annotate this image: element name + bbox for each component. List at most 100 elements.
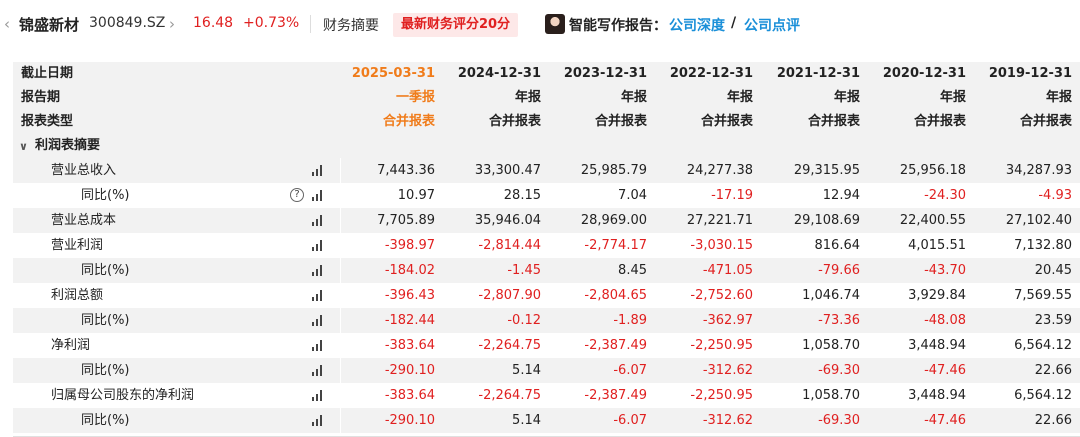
author-avatar	[545, 14, 565, 34]
table-cell: 1,058.70	[802, 338, 860, 353]
table-cell: 22.66	[1034, 413, 1072, 428]
company-deep-link[interactable]: 公司深度	[669, 18, 725, 34]
column-divider	[340, 383, 341, 408]
chevron-down-icon[interactable]: ∨	[19, 140, 28, 153]
bar-chart-icon[interactable]	[312, 165, 324, 176]
bar-chart-icon[interactable]	[312, 190, 324, 201]
table-cell: -1.89	[613, 313, 647, 328]
table-row: 同比(%) -290.10 5.14 -6.07 -312.62 -69.30 -47.46…	[13, 408, 1080, 433]
bar-chart-icon[interactable]	[312, 315, 324, 326]
bar-chart-icon[interactable]	[312, 240, 324, 251]
column-header: 2019-12-31	[988, 66, 1072, 81]
table-cell: -2,250.95	[690, 388, 753, 403]
table-cell: 10.97	[397, 188, 435, 203]
table-cell: 33,300.47	[474, 163, 541, 178]
table-cell: -2,774.17	[584, 238, 647, 253]
table-cell: 4,015.51	[908, 238, 966, 253]
help-icon[interactable]: ?	[290, 188, 304, 202]
table-cell: -4.93	[1038, 188, 1072, 203]
table-cell: -362.97	[702, 313, 753, 328]
bar-chart-icon[interactable]	[312, 340, 324, 351]
table-cell: -24.30	[924, 188, 966, 203]
row-label: 净利润	[51, 338, 91, 353]
bar-chart-icon[interactable]	[312, 265, 324, 276]
table-row: 同比(%) -182.44 -0.12 -1.89 -362.97 -73.36 -48.0…	[13, 308, 1080, 333]
row-label: 同比(%)	[81, 413, 130, 428]
table-cell: 27,102.40	[1005, 213, 1072, 228]
table-row: 营业总收入 7,443.36 33,300.47 25,985.79 24,277.38…	[13, 158, 1080, 183]
table-cell: 6,564.12	[1014, 388, 1072, 403]
table-cell: -6.07	[613, 363, 647, 378]
table-cell: -6.07	[613, 413, 647, 428]
table-cell: -2,814.44	[478, 238, 541, 253]
table-cell: -69.30	[818, 413, 860, 428]
table-cell: 5.14	[512, 413, 541, 428]
table-cell: 22,400.55	[899, 213, 966, 228]
table-row: 同比(%) -184.02 -1.45 8.45 -471.05 -79.66 -43.70…	[13, 258, 1080, 283]
table-cell: -184.02	[384, 263, 435, 278]
table-cell: -383.64	[384, 388, 435, 403]
bar-chart-icon[interactable]	[312, 290, 324, 301]
column-header: 合并报表	[382, 114, 435, 129]
column-divider	[340, 258, 341, 283]
table-cell: -73.36	[818, 313, 860, 328]
table-header-row: 截止日期 2025-03-31 2024-12-31 2023-12-31 2022-1…	[13, 62, 1080, 86]
chevron-left-icon[interactable]: ‹	[4, 15, 10, 33]
table-cell: -43.70	[924, 263, 966, 278]
divider	[310, 15, 311, 33]
column-header: 2024-12-31	[457, 66, 541, 81]
company-comment-link[interactable]: 公司点评	[744, 18, 800, 34]
chevron-right-icon[interactable]: ›	[169, 15, 175, 33]
section-row: ∨ 利润表摘要	[13, 134, 1080, 158]
table-cell: 23.59	[1034, 313, 1072, 328]
column-header: 合并报表	[594, 114, 647, 129]
column-header: 2022-12-31	[669, 66, 753, 81]
table-cell: 29,108.69	[793, 213, 860, 228]
column-header: 合并报表	[807, 114, 860, 129]
section-label: 利润表摘要	[35, 138, 101, 153]
table-row: 归属母公司股东的净利润 -383.64 -2,264.75 -2,387.49 -2,2…	[13, 383, 1080, 408]
column-header: 2023-12-31	[563, 66, 647, 81]
stock-header: ‹ 锦盛新材 300849.SZ › 16.48 +0.73% 财务摘要 最新财…	[0, 0, 1080, 48]
table-cell: -0.12	[507, 313, 541, 328]
table-cell: 816.64	[814, 238, 861, 253]
table-cell: 34,287.93	[1005, 163, 1072, 178]
table-cell: 3,929.84	[908, 288, 966, 303]
table-cell: 1,058.70	[802, 388, 860, 403]
column-header: 2020-12-31	[882, 66, 966, 81]
table-cell: -69.30	[818, 363, 860, 378]
table-row: 营业总成本 7,705.89 35,946.04 28,969.00 27,221.71…	[13, 208, 1080, 233]
bar-chart-icon[interactable]	[312, 390, 324, 401]
column-divider	[340, 333, 341, 358]
financial-score-badge[interactable]: 最新财务评分20分	[393, 13, 519, 37]
header-label: 报表类型	[21, 114, 74, 129]
column-divider	[340, 358, 341, 383]
table-cell: 35,946.04	[474, 213, 541, 228]
table-cell: -1.45	[507, 263, 541, 278]
table-header-row: 报表类型 合并报表 合并报表 合并报表 合并报表 合并报表 合并报表 合并报表	[13, 110, 1080, 134]
table-cell: 7,705.89	[377, 213, 435, 228]
row-label: 同比(%)	[81, 363, 130, 378]
table-cell: -182.44	[384, 313, 435, 328]
stock-price: 16.48	[193, 15, 234, 31]
column-header: 一季报	[395, 90, 435, 105]
table-cell: -312.62	[702, 363, 753, 378]
column-header: 年报	[1045, 90, 1072, 105]
column-header: 年报	[833, 90, 860, 105]
table-cell: 27,221.71	[686, 213, 753, 228]
bar-chart-icon[interactable]	[312, 365, 324, 376]
row-label: 营业利润	[51, 238, 104, 253]
table-cell: -2,264.75	[478, 338, 541, 353]
column-divider	[340, 208, 341, 233]
row-label: 同比(%)	[81, 313, 130, 328]
financial-summary-tab[interactable]: 财务摘要	[323, 18, 379, 34]
table-cell: -2,752.60	[690, 288, 753, 303]
column-header: 2025-03-31	[351, 66, 435, 81]
row-label: 利润总额	[51, 288, 104, 303]
table-cell: -2,387.49	[584, 338, 647, 353]
table-row: 营业利润 -398.97 -2,814.44 -2,774.17 -3,030.15 81…	[13, 233, 1080, 258]
link-separator: /	[731, 15, 737, 31]
table-cell: 5.14	[512, 363, 541, 378]
bar-chart-icon[interactable]	[312, 215, 324, 226]
bar-chart-icon[interactable]	[312, 415, 324, 426]
